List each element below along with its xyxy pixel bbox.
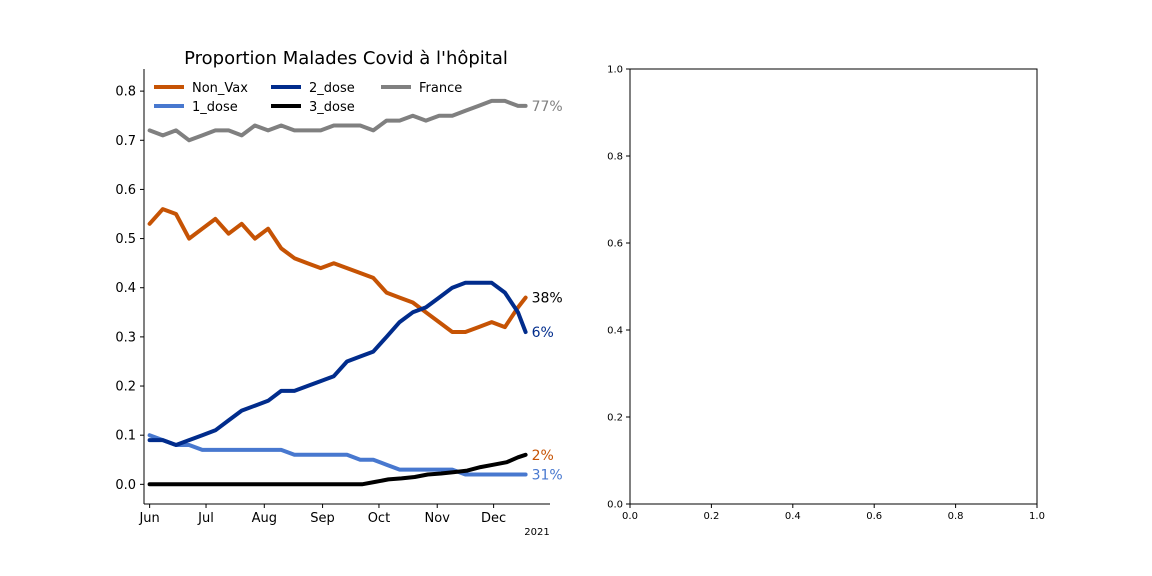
legend-label-1-dose: 1_dose: [192, 100, 238, 115]
x-tick-label: 0.0: [622, 511, 638, 522]
x-tick-label: Sep: [310, 511, 335, 526]
y-tick-label: 0.6: [115, 183, 136, 198]
y-tick-label: 0.0: [607, 500, 623, 511]
series-line-3-dose: [147, 452, 528, 487]
end-label-3-dose: 2%: [532, 448, 554, 464]
end-label-2-dose: 6%: [532, 325, 554, 341]
x-tick-label: Jun: [138, 511, 159, 526]
x-tick-label: Jul: [197, 511, 214, 526]
x-tick-label: 0.8: [948, 511, 964, 522]
legend: Non_Vax 1_dose 2_dose 3_dose France: [154, 81, 462, 115]
series-line-2-dose: [147, 280, 528, 447]
x-tick-label: 1.0: [1029, 511, 1045, 522]
y-tick-label: 0.1: [115, 429, 136, 444]
x-offset-label: 2021: [524, 527, 549, 538]
y-tick-label: 0.2: [607, 413, 623, 424]
y-tick-label: 0.0: [115, 478, 136, 493]
series-line-1-dose: [147, 433, 528, 477]
end-label-1-dose: 31%: [532, 468, 563, 484]
end-label-non-vax: 38%: [532, 291, 563, 307]
x-tick-label: 0.2: [703, 511, 719, 522]
series-line-non-vax: [147, 207, 528, 334]
x-tick-label: Oct: [368, 511, 390, 526]
y-ticks: 0.0 0.2 0.4 0.6 0.8 1.0: [607, 65, 630, 511]
legend-label-2-dose: 2_dose: [309, 81, 355, 96]
right-chart-panel: 0.0 0.2 0.4 0.6 0.8 1.0 0.0 0.2 0.4 0.6 0.8 1.0: [607, 65, 1045, 523]
legend-label-3-dose: 3_dose: [309, 100, 355, 115]
y-tick-label: 0.5: [115, 232, 136, 247]
y-tick-label: 0.3: [115, 330, 136, 345]
x-ticks: 0.0 0.2 0.4 0.6 0.8 1.0: [622, 504, 1045, 522]
end-label-france: 77%: [532, 99, 563, 115]
right-plot-area: [629, 68, 1038, 505]
y-tick-label: 0.4: [607, 326, 623, 337]
y-tick-label: 1.0: [607, 65, 623, 76]
end-labels: 38% 31% 6% 2% 77%: [532, 99, 563, 484]
x-tick-label: 0.4: [785, 511, 801, 522]
legend-label-france: France: [419, 81, 462, 96]
y-tick-label: 0.4: [115, 281, 136, 296]
legend-label-non-vax: Non_Vax: [192, 81, 248, 96]
series-line-france: [147, 98, 528, 143]
y-tick-label: 0.2: [115, 380, 136, 395]
y-tick-label: 0.8: [607, 152, 623, 163]
left-chart-panel: Proportion Malades Covid à l'hôpital 0.0…: [115, 48, 562, 538]
x-tick-label: Dec: [481, 511, 506, 526]
series-group: [147, 98, 528, 487]
x-tick-label: 0.6: [866, 511, 882, 522]
chart-title: Proportion Malades Covid à l'hôpital: [184, 48, 508, 69]
y-tick-label: 0.7: [115, 134, 136, 149]
y-ticks: 0.0 0.1 0.2 0.3 0.4 0.5 0.6 0.7 0.8: [115, 85, 144, 493]
x-ticks: Jun Jul Aug Sep Oct Nov Dec: [138, 504, 506, 526]
x-tick-label: Nov: [425, 511, 451, 526]
x-tick-label: Aug: [252, 511, 277, 526]
y-tick-label: 0.8: [115, 85, 136, 100]
y-tick-label: 0.6: [607, 239, 623, 250]
